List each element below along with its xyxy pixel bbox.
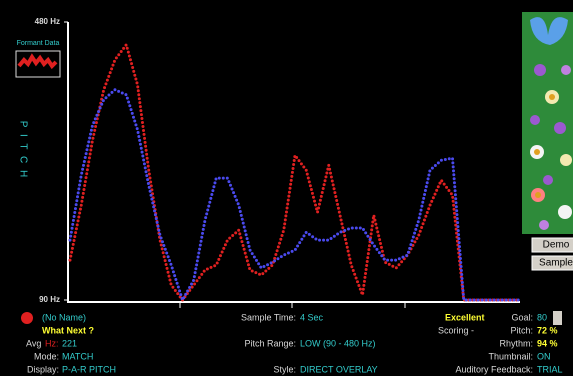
formant-label: Formant Data: [17, 40, 60, 47]
demo-button[interactable]: [531, 237, 573, 253]
sample-time-label: Sample Time:: [241, 312, 296, 322]
rhythm-label: Rhythm:: [499, 338, 533, 348]
record-indicator[interactable]: [21, 312, 33, 324]
rhythm-score: 94 %: [537, 338, 558, 348]
mode-value: MATCH: [62, 351, 93, 361]
avg-label: Avg: [26, 338, 41, 348]
thumbnail-label: Thumbnail:: [488, 351, 533, 361]
avg-value: 221: [62, 338, 77, 348]
pitch-label: Pitch:: [510, 325, 533, 335]
pitch-score: 72 %: [537, 325, 558, 335]
feedback-label: Auditory Feedback:: [455, 364, 533, 374]
recording-name: (No Name): [42, 312, 86, 322]
goal-label: Goal:: [511, 312, 533, 322]
thumbnail-picture: [522, 12, 573, 234]
formant-trace: [17, 53, 58, 70]
display-value: P-A-R PITCH: [62, 364, 116, 374]
plot: 480 Hz 90 Hz: [35, 17, 522, 304]
sample-button[interactable]: [531, 255, 573, 271]
style-label: Style:: [273, 364, 296, 374]
sample-time-value: 4 Sec: [300, 312, 324, 322]
style-value: DIRECT OVERLAY: [300, 364, 378, 374]
thumbnail-value: ON: [537, 351, 551, 361]
formant-box[interactable]: [15, 50, 61, 78]
pitch-trace: [68, 41, 522, 303]
feedback-value: TRIAL: [537, 364, 563, 374]
pitch-range-value: LOW (90 - 480 Hz): [300, 338, 376, 348]
y-tick-label: 480 Hz: [35, 17, 60, 26]
goal-spinner[interactable]: [553, 311, 562, 325]
pitch-trace: [68, 87, 522, 304]
y-tick-label: 90 Hz: [39, 295, 60, 304]
display-label: Display:: [27, 364, 59, 374]
goal-value: 80: [537, 312, 547, 322]
y-axis-label: P I T C H: [17, 121, 28, 180]
sample-button-label[interactable]: Sample: [539, 258, 573, 269]
rating: Excellent: [445, 312, 485, 322]
avg-unit: Hz:: [45, 338, 59, 348]
scoring: Scoring -: [438, 325, 474, 335]
pitch-range-label: Pitch Range:: [244, 338, 296, 348]
what-next[interactable]: What Next ?: [42, 325, 94, 335]
demo-button-label[interactable]: Demo: [543, 240, 570, 251]
mode-label: Mode:: [34, 351, 59, 361]
